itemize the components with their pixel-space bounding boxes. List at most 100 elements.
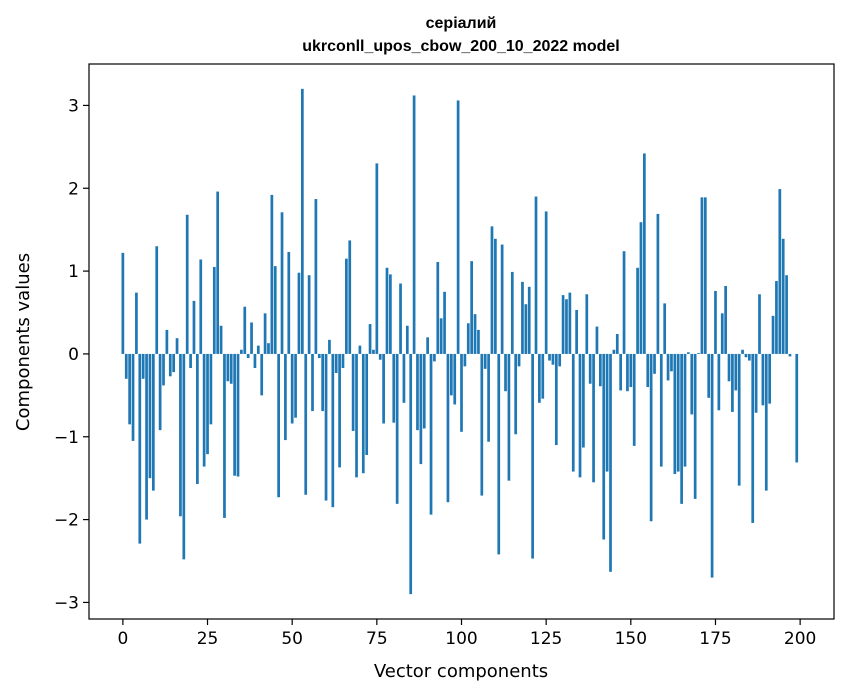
bar: [612, 349, 616, 354]
bar: [351, 353, 355, 431]
bar: [172, 353, 176, 373]
bar: [192, 300, 196, 354]
bar: [168, 353, 172, 377]
bar: [466, 323, 470, 354]
bar: [395, 353, 399, 504]
bar: [287, 252, 291, 354]
bar: [148, 353, 152, 479]
bar: [595, 326, 599, 354]
bar: [653, 353, 656, 374]
bar: [334, 353, 338, 373]
bar: [605, 353, 609, 472]
bar: [280, 212, 284, 354]
bar: [534, 196, 538, 354]
bar: [355, 353, 358, 478]
bar: [588, 353, 592, 384]
bar: [751, 353, 755, 523]
bar: [290, 353, 294, 424]
bar: [544, 211, 548, 354]
bar: [331, 353, 335, 508]
bar: [531, 353, 534, 559]
bar: [341, 353, 345, 369]
x-axis-ticks: 0 25 50 75 100 125 150 175 200: [117, 619, 816, 649]
bar: [521, 281, 524, 354]
bar: [690, 353, 694, 415]
x-tick-label: 100: [445, 629, 477, 649]
bar: [764, 353, 768, 491]
bar: [598, 353, 602, 387]
bar: [490, 226, 494, 354]
bar: [297, 272, 301, 354]
bar: [405, 325, 409, 354]
bar: [216, 191, 220, 354]
bar: [179, 353, 182, 517]
bar: [561, 295, 565, 354]
bar: [578, 353, 582, 478]
bar: [182, 353, 186, 560]
bar: [510, 271, 514, 354]
y-axis-ticks: −3 −2 −1 0 1 2 3: [54, 96, 89, 613]
bar: [256, 345, 260, 354]
bar: [382, 353, 385, 424]
bar: [551, 353, 555, 365]
bar: [656, 213, 660, 354]
bar: [494, 238, 497, 354]
bar: [260, 353, 264, 396]
bar: [226, 353, 230, 382]
bar: [358, 345, 362, 354]
bar: [659, 353, 663, 467]
bar: [375, 163, 379, 354]
bar: [673, 353, 677, 475]
bar: [477, 329, 480, 354]
bar: [500, 244, 504, 354]
bar: [206, 353, 209, 455]
bar: [267, 343, 270, 354]
bar: [744, 353, 748, 358]
bar: [609, 353, 612, 572]
bar: [700, 197, 704, 354]
bar: [680, 353, 683, 504]
bar: [714, 290, 717, 354]
y-tick-label: −2: [54, 511, 79, 531]
bar: [463, 353, 467, 367]
bar: [497, 353, 501, 555]
bars-group: [121, 88, 799, 595]
bar: [683, 353, 687, 467]
bar: [731, 353, 734, 412]
bar: [504, 353, 507, 392]
bar: [246, 353, 250, 359]
bar: [372, 349, 375, 354]
bar: [429, 353, 433, 515]
bar: [649, 353, 653, 522]
bar: [273, 266, 277, 354]
bar: [209, 353, 213, 425]
bar: [514, 353, 518, 435]
bar: [141, 353, 145, 379]
bar: [145, 353, 148, 520]
bar: [135, 292, 138, 354]
bar: [263, 313, 267, 354]
x-axis-label: Vector components: [374, 661, 548, 682]
bar: [795, 353, 799, 463]
bar: [643, 153, 646, 354]
bar: [294, 353, 297, 418]
bar: [615, 334, 619, 354]
bar: [747, 353, 751, 361]
bar: [368, 324, 372, 354]
bar: [626, 353, 629, 392]
x-tick-label: 50: [281, 629, 303, 649]
bar: [348, 240, 352, 354]
bar: [436, 261, 440, 354]
bar: [480, 353, 484, 496]
bar: [646, 353, 650, 388]
bar: [636, 267, 639, 354]
bar: [311, 353, 314, 412]
bar: [456, 100, 460, 354]
bar: [284, 353, 287, 441]
x-tick-label: 125: [530, 629, 562, 649]
bar: [737, 353, 741, 486]
bar: [571, 353, 575, 472]
bar: [151, 353, 155, 491]
x-tick-label: 0: [117, 629, 128, 649]
